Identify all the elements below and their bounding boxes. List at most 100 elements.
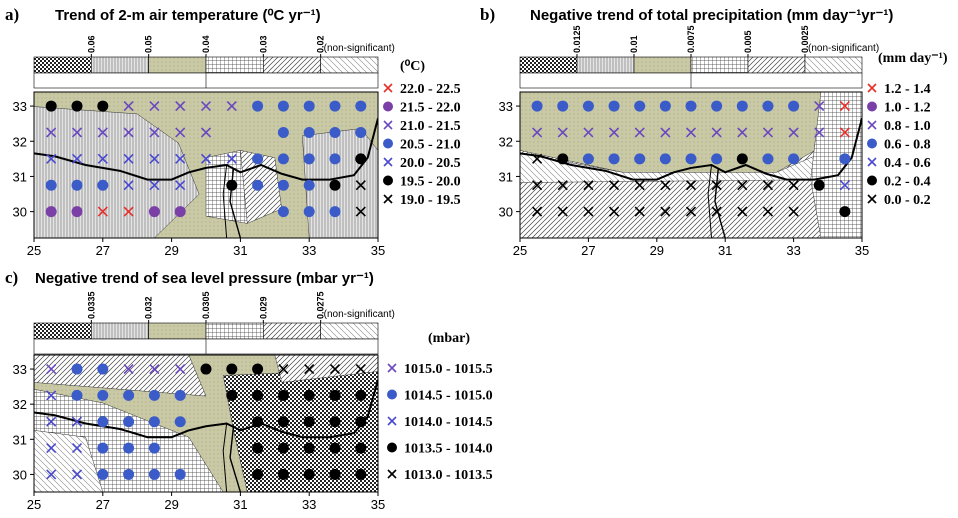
y-tick-label: 33 <box>13 362 27 377</box>
marker-dot <box>329 389 341 401</box>
colorbar-tick-label: 0.05 <box>144 35 154 53</box>
map <box>34 355 378 492</box>
colorbar-tick-label: 0.06 <box>86 35 96 53</box>
marker-dot <box>685 153 697 165</box>
marker-x <box>557 127 568 138</box>
marker-x <box>123 153 134 164</box>
x-tick-label: 31 <box>718 243 732 258</box>
panel: a) Trend of 2-m air temperature (⁰C yr⁻¹)… <box>5 5 461 258</box>
marker-x <box>711 180 722 191</box>
panel: b) Negative trend of total precipitation … <box>480 5 948 258</box>
marker-x <box>814 127 825 138</box>
marker-dot <box>71 100 83 112</box>
marker-dot <box>736 153 748 165</box>
marker-dot <box>303 389 315 401</box>
marker-x <box>660 127 671 138</box>
legend-label: 21.0 - 21.5 <box>400 119 461 134</box>
y-tick-label: 30 <box>13 205 27 220</box>
legend-label: 0.4 - 0.6 <box>884 156 931 171</box>
marker-dot <box>148 442 160 454</box>
colorbar-tick-label: 0.032 <box>144 296 154 319</box>
legend-label: 1013.5 - 1014.0 <box>404 442 493 457</box>
marker-dot <box>355 126 367 138</box>
marker-x <box>226 101 237 112</box>
panel-title: Negative trend of total precipitation (m… <box>530 7 893 24</box>
map <box>520 92 862 238</box>
marker-x <box>200 153 212 164</box>
marker-x <box>329 363 341 375</box>
x-tick-label: 29 <box>164 243 178 258</box>
colorbar-label: (non-significant) <box>324 43 395 54</box>
colorbar-segment <box>320 56 379 74</box>
y-tick-label: 33 <box>499 99 513 114</box>
marker-dot <box>252 389 264 401</box>
marker-dot <box>148 389 160 401</box>
marker-x <box>762 127 774 138</box>
marker-x <box>762 206 774 217</box>
marker-dot <box>329 179 341 191</box>
colorbar-segment <box>263 56 321 74</box>
marker-dot <box>608 100 620 112</box>
colorbar-label: (non-significant) <box>808 43 879 54</box>
colorbar-tick-label: 0.0025 <box>800 25 810 53</box>
marker-dot <box>329 153 341 165</box>
legend-marker <box>387 442 397 453</box>
colorbar-tick-label: 0.0125 <box>572 25 582 53</box>
marker-dot <box>277 389 289 401</box>
panel-title: Trend of 2-m air temperature (⁰C yr⁻¹) <box>55 7 321 24</box>
marker-dot <box>762 153 774 165</box>
legend-label: 19.0 - 19.5 <box>400 193 461 208</box>
marker-x <box>634 127 645 138</box>
y-tick-label: 32 <box>13 397 27 412</box>
marker-dot <box>97 468 109 480</box>
marker-dot <box>252 468 264 480</box>
colorbar-segment <box>263 322 321 340</box>
marker-x <box>123 101 134 112</box>
colorbar-tick-label: 0.04 <box>201 35 211 53</box>
legend-marker <box>383 138 393 149</box>
marker-x <box>175 153 186 164</box>
x-tick-label: 29 <box>164 497 178 512</box>
marker-dot <box>97 100 109 112</box>
marker-dot <box>174 416 186 428</box>
marker-dot <box>277 100 289 112</box>
legend-marker <box>383 120 393 130</box>
marker-dot <box>813 179 825 191</box>
marker-dot <box>839 206 851 218</box>
colorbar-tick-label: 0.005 <box>743 30 753 53</box>
panel: c) Negative trend of sea level pressure (… <box>5 268 493 512</box>
colorbar-segment <box>633 56 692 74</box>
marker-dot <box>277 468 289 480</box>
marker-x <box>46 443 57 454</box>
colorbar-segment <box>148 322 207 340</box>
marker-dot <box>148 416 160 428</box>
marker-x <box>583 180 594 191</box>
marker-x <box>608 206 620 217</box>
border <box>714 167 726 238</box>
marker-x <box>304 363 315 375</box>
legend-label: 1014.0 - 1014.5 <box>404 415 493 430</box>
legend-marker <box>867 157 877 167</box>
marker-x <box>532 127 543 138</box>
colorbar-segment <box>576 56 635 74</box>
legend-label: 1013.0 - 1013.5 <box>404 468 493 483</box>
marker-dot <box>303 442 315 454</box>
colorbar-tick-label: 0.0305 <box>201 291 211 319</box>
marker-x <box>97 153 108 164</box>
marker-dot <box>711 100 723 112</box>
marker-x <box>123 363 134 375</box>
marker-dot <box>71 363 83 375</box>
marker-dot <box>97 363 109 375</box>
colorbar-label: (non-significant) <box>324 309 395 320</box>
legend-marker <box>867 175 877 186</box>
colorbar-tick-label: 0.02 <box>316 35 326 53</box>
marker-x <box>839 101 850 112</box>
marker-x <box>788 127 799 138</box>
marker-x <box>608 127 620 138</box>
marker-dot <box>252 179 264 191</box>
plot-frame <box>519 91 863 239</box>
marker-x <box>814 101 825 112</box>
y-tick-label: 30 <box>499 205 513 220</box>
marker-x <box>46 390 57 401</box>
